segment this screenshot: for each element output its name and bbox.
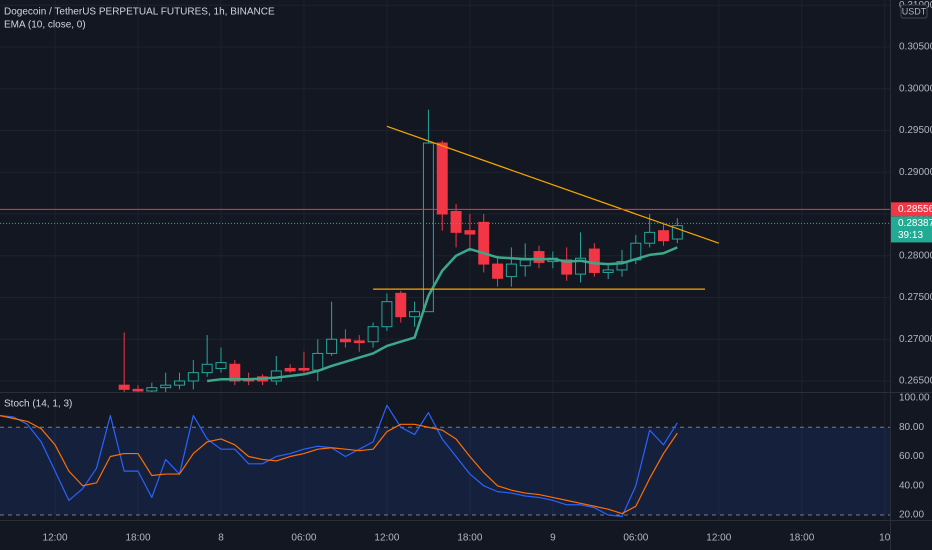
candle-body <box>132 388 144 392</box>
candle-body <box>187 372 199 382</box>
price-label: 0.28556 <box>898 204 932 215</box>
currency-label[interactable]: USDT <box>902 6 927 16</box>
price-tick-label: 0.27500 <box>899 292 932 303</box>
time-tick-label: 12:00 <box>43 533 68 544</box>
candle-body <box>367 326 379 343</box>
candle-body <box>478 221 490 265</box>
candle-body <box>671 225 683 240</box>
candle-body <box>339 338 351 343</box>
stoch-pane <box>0 393 890 520</box>
time-tick-label: 18:00 <box>457 533 482 544</box>
time-tick-label: 18:00 <box>125 533 150 544</box>
candle-body <box>616 261 628 271</box>
price-label-box <box>891 202 932 217</box>
price-label-box <box>891 216 932 243</box>
candle-body <box>644 231 656 244</box>
candle-body <box>602 269 614 273</box>
price-tick-label: 0.30500 <box>899 42 932 53</box>
stoch-line <box>0 404 678 518</box>
candle-body <box>658 230 669 242</box>
candle-body <box>422 142 434 313</box>
currency-box[interactable] <box>900 4 928 19</box>
candle-body <box>381 301 393 328</box>
candle-body <box>450 210 462 233</box>
ema-line <box>207 246 678 383</box>
candle-body <box>492 263 504 279</box>
candle-body <box>464 230 476 235</box>
candle-body <box>174 380 185 386</box>
symbol-title: Dogecoin / TetherUS PERPETUAL FUTURES, 1… <box>4 7 275 18</box>
time-tick-label: 12:00 <box>374 533 399 544</box>
stoch-tick-label: 100.00 <box>899 393 930 404</box>
candle-body <box>561 259 573 275</box>
candle-body <box>505 263 517 278</box>
candle-body <box>533 251 545 263</box>
price-tick-label: 0.29500 <box>899 125 932 136</box>
candle-body <box>312 352 324 371</box>
candle-body <box>118 384 130 390</box>
candle-body <box>436 142 448 215</box>
candle-body <box>146 387 158 392</box>
candle-body <box>353 340 365 344</box>
candle-body <box>588 248 600 273</box>
candle-body <box>575 257 586 275</box>
price-tick-label: 0.26500 <box>899 376 932 387</box>
time-tick-label: 10 <box>879 533 891 544</box>
price-tick-label: 0.30000 <box>899 83 932 94</box>
candle-body <box>326 338 338 354</box>
stoch-label: Stoch (14, 1, 3) <box>4 399 72 410</box>
stoch-tick-label: 80.00 <box>899 422 924 433</box>
candle-body <box>201 363 213 374</box>
time-tick-label: 06:00 <box>623 533 648 544</box>
candle-body <box>229 363 241 382</box>
price-tick-label: 0.28000 <box>899 250 932 261</box>
stoch-tick-label: 60.00 <box>899 451 924 462</box>
time-tick-label: 9 <box>550 533 556 544</box>
overlay: 0.265000.270000.275000.280000.285000.290… <box>43 0 932 544</box>
candle-body <box>519 259 531 267</box>
time-tick-label: 18:00 <box>789 533 814 544</box>
candle-body <box>284 367 296 372</box>
stoch-tick-label: 40.00 <box>899 480 924 491</box>
time-tick-label: 12:00 <box>706 533 731 544</box>
candle-body <box>395 292 407 318</box>
candle-body <box>298 367 310 371</box>
countdown-label: 39:13 <box>898 230 923 241</box>
price-tick-label: 0.27000 <box>899 334 932 345</box>
stoch-line <box>0 414 678 515</box>
candle-body <box>160 384 172 389</box>
candle-body <box>409 311 421 318</box>
candle-body <box>215 362 227 369</box>
time-tick-label: 06:00 <box>291 533 316 544</box>
indicator-label: EMA (10, close, 0) <box>4 20 86 31</box>
price-pane <box>0 0 890 392</box>
time-tick-label: 8 <box>218 533 224 544</box>
price-label: 0.28387 <box>898 218 932 229</box>
stoch-tick-label: 20.00 <box>899 510 924 521</box>
price-tick-label: 0.29000 <box>899 167 932 178</box>
